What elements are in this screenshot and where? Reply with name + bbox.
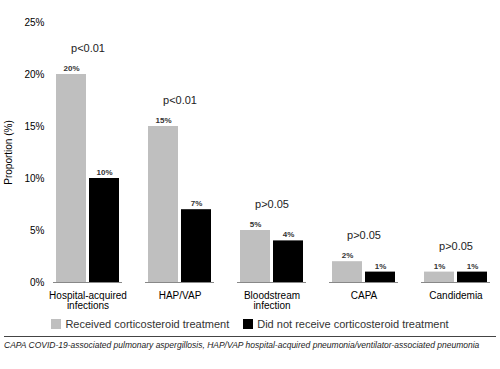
svg-text:10%: 10% [96, 168, 112, 177]
svg-text:1%: 1% [434, 262, 446, 271]
html-text:Did not receive corticosteroid: Did not receive corticosteroid treatment [257, 318, 449, 330]
svg-text:1%: 1% [375, 262, 387, 271]
svg-text:5%: 5% [250, 220, 262, 229]
svg-text:HAP/VAP: HAP/VAP [159, 290, 202, 301]
svg-text:0%: 0% [30, 277, 45, 288]
svg-text:2%: 2% [342, 251, 354, 260]
svg-text:7%: 7% [191, 199, 203, 208]
svg-text:Bloodstreaminfection: Bloodstreaminfection [244, 290, 300, 311]
svg-text:p>0.05: p>0.05 [439, 240, 473, 252]
svg-text:Candidemia: Candidemia [429, 290, 483, 301]
svg-text:4%: 4% [283, 230, 295, 239]
svg-text:CAPA: CAPA [351, 290, 378, 301]
svg-text:1%: 1% [467, 262, 479, 271]
svg-text:10%: 10% [24, 173, 44, 184]
svg-text:p>0.05: p>0.05 [347, 229, 381, 241]
svg-text:15%: 15% [155, 116, 171, 125]
svg-text:Proportion (%): Proportion (%) [3, 120, 14, 184]
svg-text:20%: 20% [24, 69, 44, 80]
svg-text:p<0.01: p<0.01 [71, 42, 105, 54]
html-text:Received corticosteroid treatm: Received corticosteroid treatment [65, 318, 230, 330]
svg-text:5%: 5% [30, 225, 45, 236]
svg-text:20%: 20% [63, 64, 79, 73]
svg-text:15%: 15% [24, 121, 44, 132]
html-text:CAPA COVID-19-associated pulmo: CAPA COVID-19-associated pulmonary asper… [4, 340, 480, 350]
svg-text:Hospital-acquiredinfections: Hospital-acquiredinfections [49, 290, 127, 311]
svg-text:p<0.01: p<0.01 [163, 94, 197, 106]
svg-text:25%: 25% [24, 17, 44, 28]
svg-text:p>0.05: p>0.05 [255, 198, 289, 210]
